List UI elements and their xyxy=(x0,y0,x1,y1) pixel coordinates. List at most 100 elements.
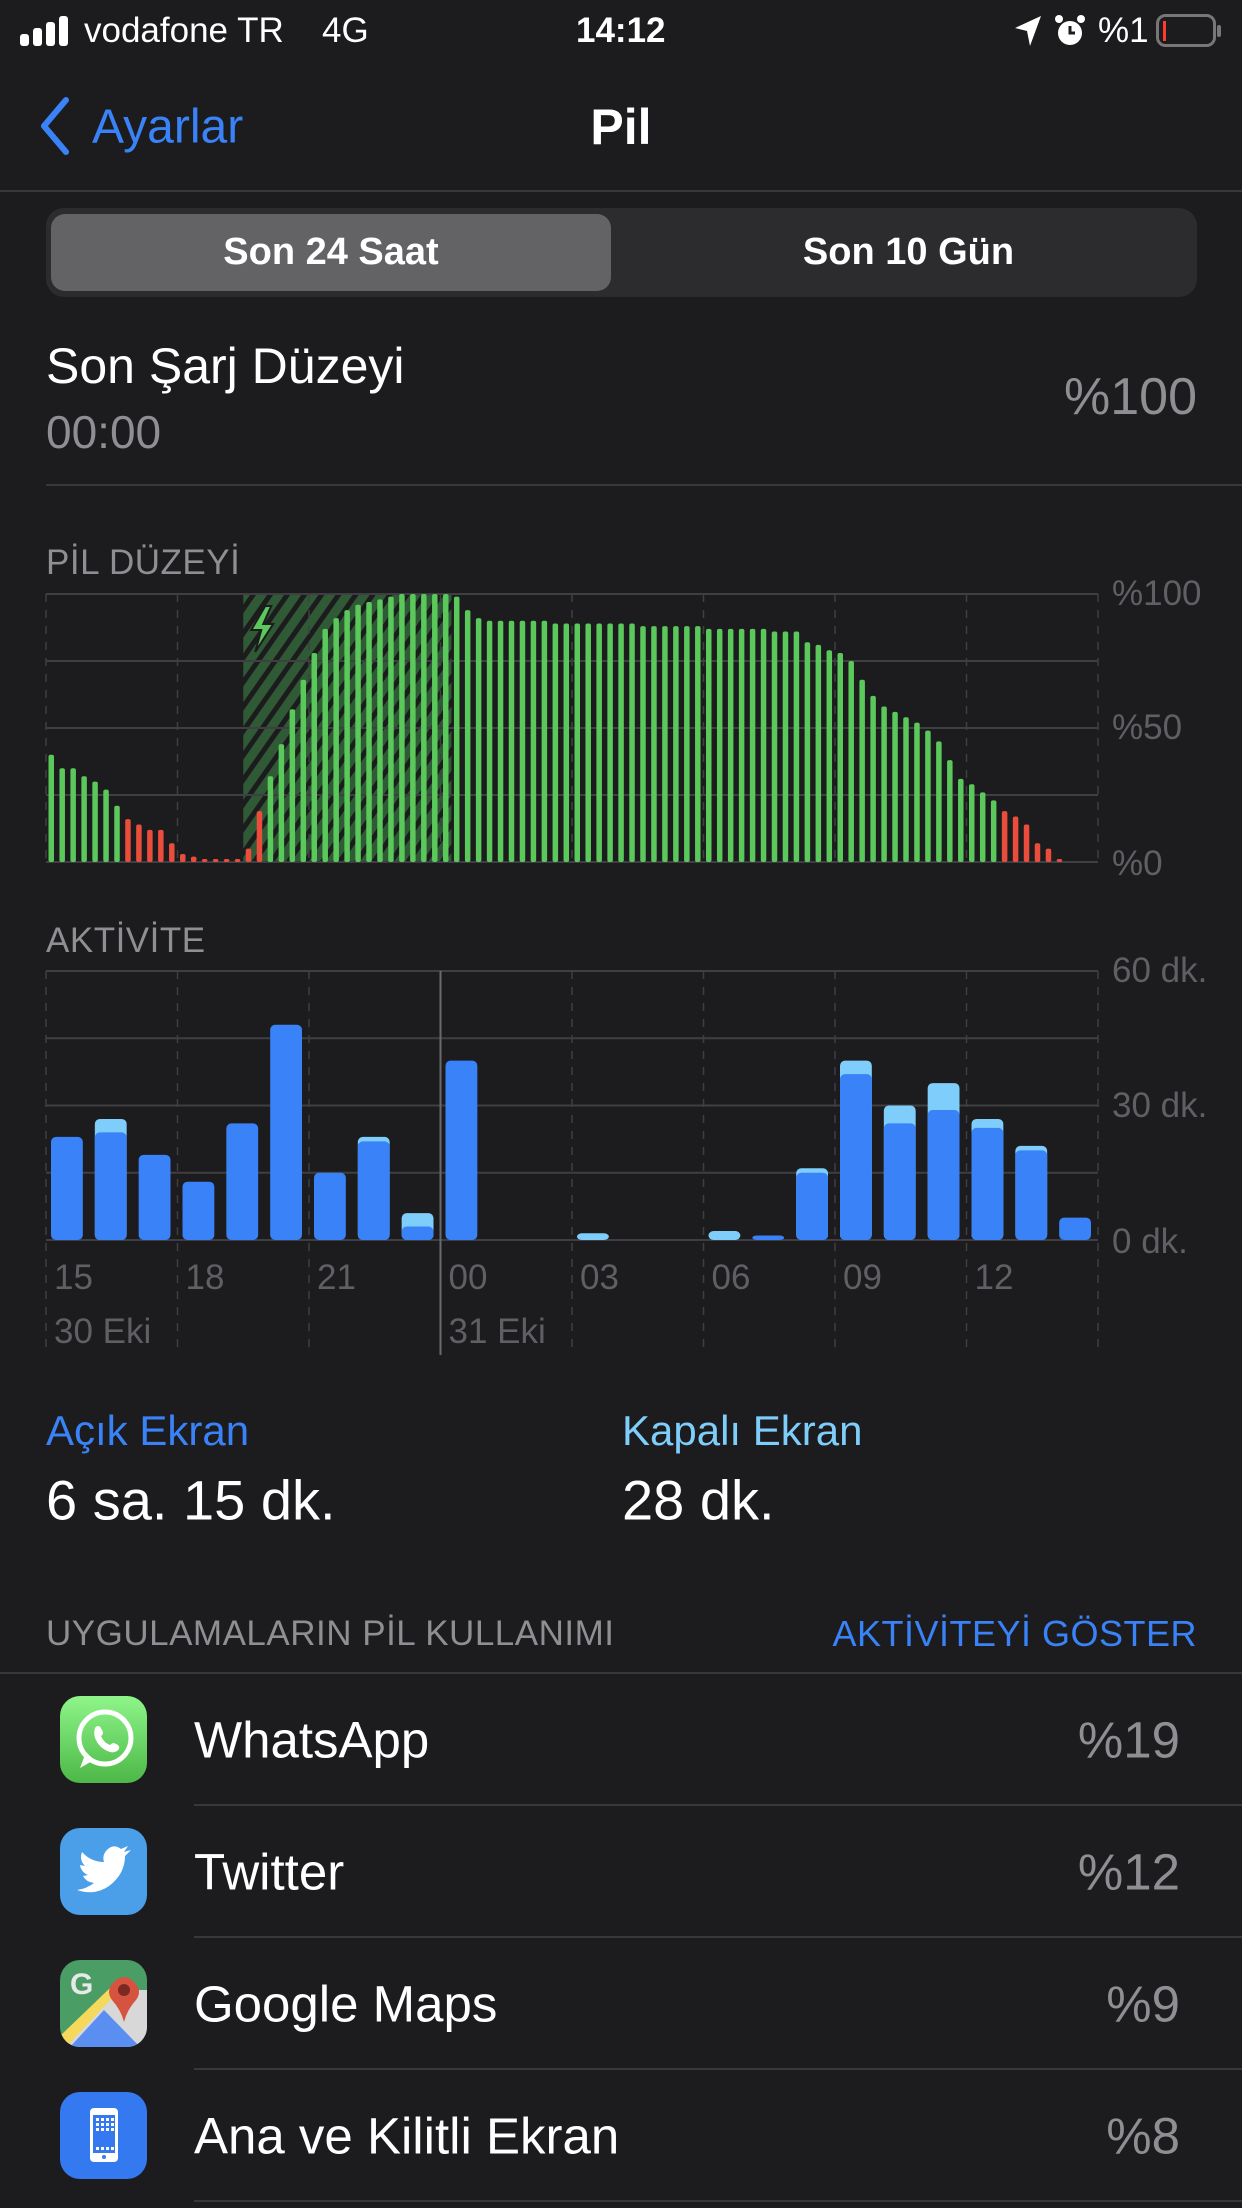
battery-level-bar xyxy=(979,792,986,862)
screen-off-value: 28 dk. xyxy=(622,1468,775,1532)
battery-icon xyxy=(1156,14,1221,47)
battery-level-bar xyxy=(158,829,164,862)
last-charge-label: Son Şarj Düzeyi xyxy=(46,338,405,394)
app-name: Ana ve Kilitli Ekran xyxy=(194,2107,620,2165)
battery-level-bar xyxy=(706,628,712,862)
battery-level-bar xyxy=(695,626,701,862)
battery-level-bar xyxy=(70,768,76,862)
battery-level-bar xyxy=(1045,848,1052,862)
last-charge-value: %100 xyxy=(1064,368,1197,426)
screen-on-bar xyxy=(94,1132,127,1240)
battery-level-bar xyxy=(596,623,602,862)
battery-level-bar xyxy=(508,620,515,862)
twitter-icon xyxy=(60,1828,147,1915)
chevron-left-icon xyxy=(41,97,69,155)
battery-level-bar xyxy=(114,805,120,862)
battery-level-chart xyxy=(45,593,1099,863)
network-type: 4G xyxy=(322,11,369,50)
show-activity-button[interactable]: AKTİVİTEYİ GÖSTER xyxy=(832,1613,1197,1654)
battery-level-bar xyxy=(81,776,87,862)
divider xyxy=(194,2068,1242,2070)
battery-level-bar xyxy=(136,824,142,862)
battery-axis-label-50: %50 xyxy=(1112,708,1183,747)
signal-icon xyxy=(20,16,68,46)
battery-level-bar xyxy=(59,768,65,862)
battery-level-bar xyxy=(640,626,646,862)
battery-level-bar xyxy=(180,853,186,862)
google-maps-icon: G xyxy=(60,1960,147,2047)
screen-off-bar xyxy=(577,1233,609,1240)
alarm-icon xyxy=(1055,15,1085,45)
battery-level-bar xyxy=(607,623,613,862)
hour-label: 12 xyxy=(974,1258,1014,1297)
back-button[interactable]: Ayarlar xyxy=(30,90,260,164)
battery-level-bar xyxy=(103,789,109,862)
battery-level-bar xyxy=(421,594,427,862)
whatsapp-icon xyxy=(60,1696,147,1783)
battery-level-bar xyxy=(475,618,482,862)
battery-level-bar xyxy=(947,760,953,862)
svg-text:G: G xyxy=(70,1968,93,2001)
battery-level-bar xyxy=(837,652,843,862)
battery-level-bar xyxy=(125,819,131,862)
home-lock-screen-icon xyxy=(60,2092,147,2179)
screen-on-bar xyxy=(182,1181,215,1240)
app-name: Google Maps xyxy=(194,1975,498,2033)
battery-level-bar xyxy=(969,784,975,862)
screen-on-bar xyxy=(927,1109,960,1240)
battery-level-bar xyxy=(1001,811,1008,862)
battery-level-bar xyxy=(662,626,668,862)
activity-axis-label-30: 30 dk. xyxy=(1112,1086,1208,1125)
app-percent: %9 xyxy=(1106,1975,1180,2033)
battery-level-bar xyxy=(48,754,54,862)
battery-level-bar xyxy=(903,717,909,862)
segment-last-24-hours[interactable]: Son 24 Saat xyxy=(51,214,611,291)
battery-level-bar xyxy=(848,661,854,862)
battery-level-bar xyxy=(1056,859,1063,862)
app-name: WhatsApp xyxy=(194,1711,430,1769)
app-row-twitter[interactable]: Twitter %12 xyxy=(0,1806,1242,1938)
app-row-whatsapp[interactable]: WhatsApp %19 xyxy=(0,1674,1242,1806)
battery-level-bar xyxy=(300,679,307,862)
screen-on-bar xyxy=(752,1235,785,1240)
battery-level-bar xyxy=(201,859,208,862)
divider xyxy=(194,1804,1242,1806)
app-percent: %8 xyxy=(1106,2107,1180,2165)
last-charge-time: 00:00 xyxy=(46,406,162,458)
app-row-google-maps[interactable]: G Google Maps %9 xyxy=(0,1938,1242,2070)
charging-bolt-icon xyxy=(249,605,276,653)
screen-on-bar xyxy=(1059,1217,1091,1240)
battery-level-bar xyxy=(760,628,767,862)
battery-level-bar xyxy=(234,859,241,862)
battery-level-title: PİL DÜZEYİ xyxy=(46,543,241,582)
screen-on-bar xyxy=(445,1060,478,1240)
battery-level-bar xyxy=(333,618,339,862)
battery-level-bar xyxy=(771,631,778,862)
battery-level-bar xyxy=(256,811,263,862)
activity-axis-label-60: 60 dk. xyxy=(1112,951,1208,990)
battery-level-bar xyxy=(804,642,811,862)
screen-off-bar xyxy=(708,1231,741,1240)
divider xyxy=(46,484,1242,486)
page-title: Pil xyxy=(590,99,652,155)
battery-level-bar xyxy=(914,722,920,862)
screen-on-bar xyxy=(401,1226,434,1240)
hour-label: 18 xyxy=(185,1258,225,1297)
app-row-home-lock-screen[interactable]: Ana ve Kilitli Ekran %8 xyxy=(0,2070,1242,2202)
battery-level-bar xyxy=(618,623,624,862)
battery-level-bar xyxy=(826,650,833,862)
battery-level-bar xyxy=(563,623,570,862)
battery-level-bar xyxy=(464,610,471,862)
battery-level-bar xyxy=(925,730,931,862)
battery-level-bar xyxy=(859,679,865,862)
screen-on-bar xyxy=(51,1136,83,1240)
battery-level-bar xyxy=(793,631,800,862)
battery-level-bar xyxy=(410,594,416,862)
battery-level-bar xyxy=(486,620,493,862)
hour-label: 21 xyxy=(317,1258,356,1297)
battery-level-bar xyxy=(881,706,887,862)
battery-level-bar xyxy=(990,800,997,862)
battery-level-bar xyxy=(1012,816,1019,862)
segment-last-10-days[interactable]: Son 10 Gün xyxy=(802,231,1015,273)
battery-level-bar xyxy=(519,620,526,862)
